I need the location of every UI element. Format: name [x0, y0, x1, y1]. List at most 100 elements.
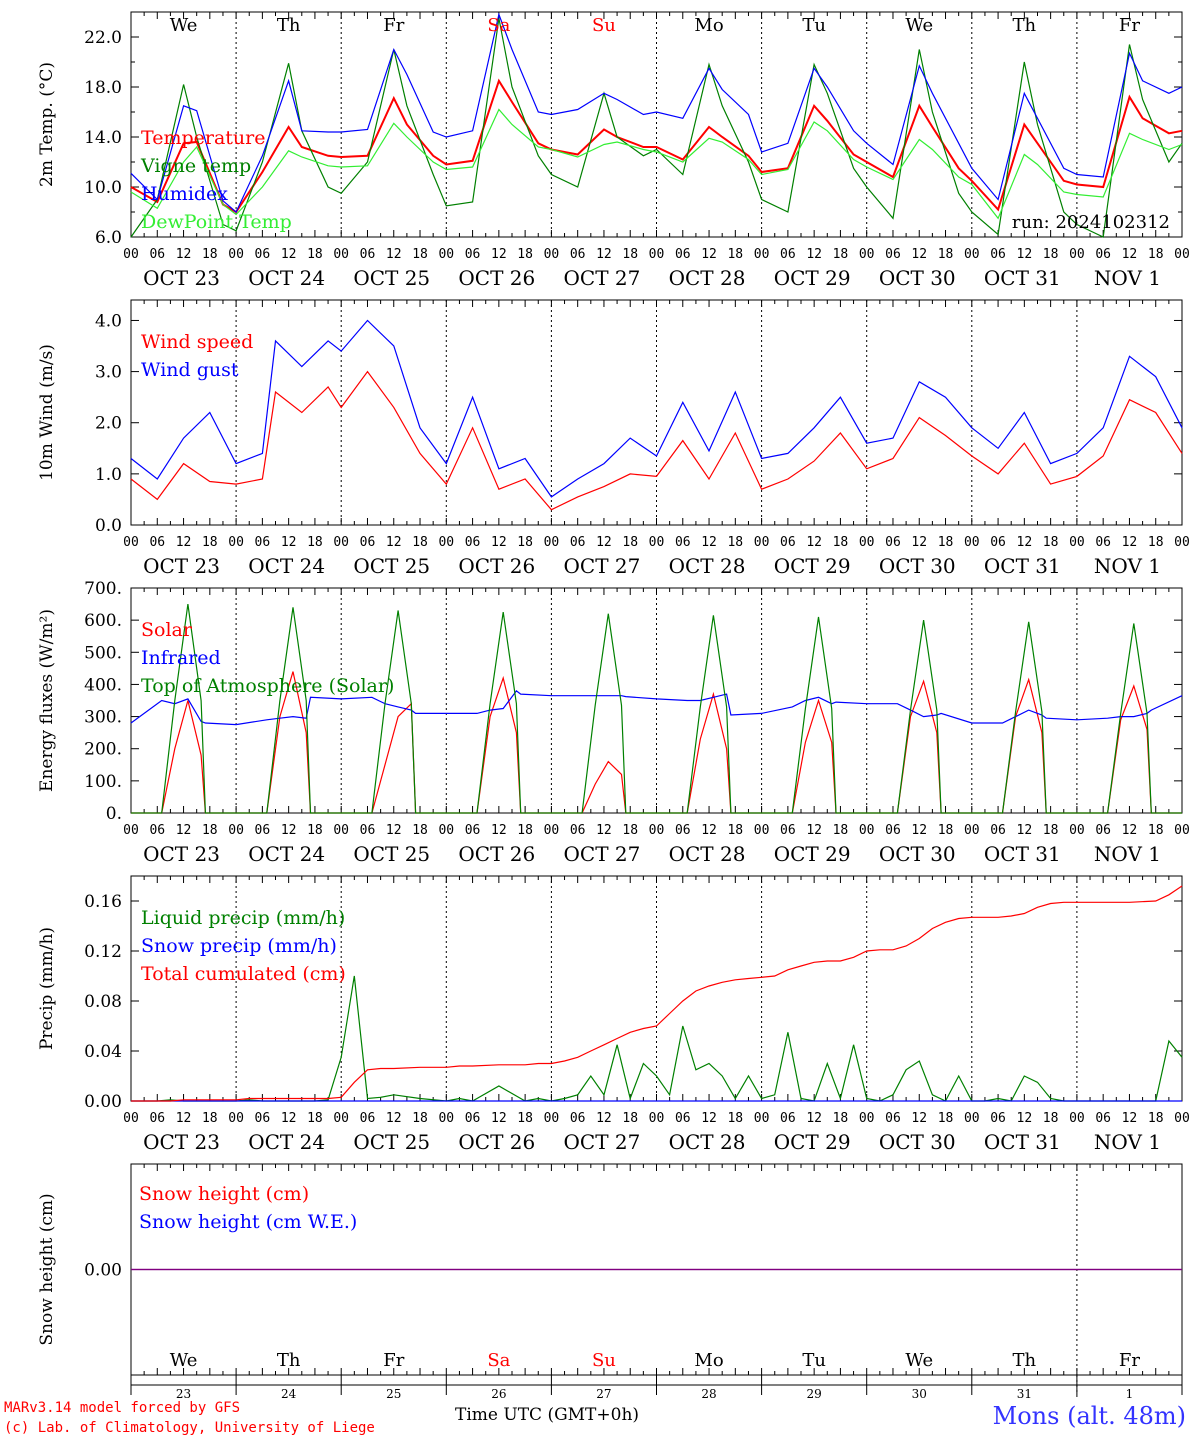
time-axis-title: Time UTC (GMT+0h) — [455, 1405, 640, 1425]
hour-tick-label: 18 — [1043, 1111, 1059, 1126]
hour-tick-label: 00 — [123, 1111, 139, 1126]
hour-tick-label: 12 — [281, 535, 297, 550]
hour-tick-label: 12 — [596, 1111, 612, 1126]
lab-credit-line: (c) Lab. of Climatology, University of L… — [4, 1420, 375, 1436]
hour-tick-label: 00 — [754, 247, 770, 262]
hour-tick-label: 06 — [465, 1111, 481, 1126]
y-tick-label: 200. — [84, 740, 122, 760]
hour-tick-label: 06 — [255, 823, 271, 838]
hour-tick-label: 06 — [990, 1111, 1006, 1126]
hour-tick-label: 18 — [938, 1111, 954, 1126]
y-tick-label: 0.12 — [84, 942, 122, 962]
date-label: OCT 26 — [458, 1130, 535, 1154]
y-axis-label: Precip (mm/h) — [37, 927, 57, 1050]
legend-entry: DewPoint Temp — [141, 211, 292, 233]
hour-tick-label: 06 — [360, 535, 376, 550]
hour-tick-label: 12 — [1017, 1111, 1033, 1126]
hour-tick-label: 12 — [1122, 1111, 1138, 1126]
date-label: OCT 30 — [879, 266, 956, 290]
series-line-3 — [130, 108, 1183, 220]
day-name-label: Tu — [802, 1350, 826, 1371]
hour-tick-label: 06 — [885, 535, 901, 550]
hour-tick-label: 00 — [123, 247, 139, 262]
hour-tick-label: 18 — [938, 247, 954, 262]
hour-tick-label: 00 — [754, 823, 770, 838]
day-name-label: We — [905, 1350, 933, 1371]
hour-tick-label: 00 — [438, 823, 454, 838]
legend-entry: Vigne temp — [140, 155, 251, 177]
hour-tick-label: 18 — [833, 247, 849, 262]
hour-tick-label: 00 — [123, 535, 139, 550]
hour-tick-label: 18 — [307, 1111, 323, 1126]
hour-tick-label: 00 — [1069, 823, 1085, 838]
series-line-1 — [130, 319, 1183, 498]
legend-entry: Wind gust — [141, 359, 239, 381]
y-tick-label: 2.0 — [95, 414, 122, 434]
hour-tick-label: 06 — [1095, 247, 1111, 262]
hour-tick-label: 00 — [228, 823, 244, 838]
day-number-label: 1 — [1126, 1387, 1134, 1401]
legend-entry: Wind speed — [141, 331, 253, 353]
panel-energy: 0. 100. 200. 300. 400. 500. 600. 700. Energy flu… — [37, 579, 1190, 866]
hour-tick-label: 12 — [386, 247, 402, 262]
y-tick-label: 14.0 — [84, 128, 122, 148]
day-name-label: Fr — [383, 1350, 404, 1371]
series-line-0 — [130, 370, 1183, 511]
hour-tick-label: 12 — [806, 823, 822, 838]
hour-tick-label: 06 — [885, 247, 901, 262]
y-tick-label: 18.0 — [84, 78, 122, 98]
hour-tick-label: 18 — [938, 535, 954, 550]
day-name-label: Su — [592, 15, 616, 36]
hour-tick-label: 18 — [412, 247, 428, 262]
hour-tick-label: 12 — [491, 1111, 507, 1126]
legend-entry: Humidex — [141, 183, 228, 205]
hour-tick-label: 06 — [570, 247, 586, 262]
day-name-label: We — [170, 1350, 198, 1371]
day-number-label: 30 — [912, 1387, 927, 1401]
hour-tick-label: 18 — [727, 247, 743, 262]
hour-tick-label: 06 — [255, 535, 271, 550]
date-label: OCT 25 — [353, 842, 430, 866]
hour-tick-label: 18 — [727, 535, 743, 550]
y-axis-label: Snow height (cm) — [37, 1193, 57, 1345]
date-label: OCT 24 — [248, 1130, 325, 1154]
hour-tick-label: 18 — [727, 1111, 743, 1126]
hour-tick-label: 12 — [911, 535, 927, 550]
hour-tick-label: 00 — [228, 1111, 244, 1126]
y-tick-label: 4.0 — [95, 311, 122, 331]
run-annotation: run: 2024102312 — [1012, 212, 1170, 233]
date-label: OCT 25 — [353, 1130, 430, 1154]
hour-tick-label: 12 — [701, 247, 717, 262]
hour-tick-label: 06 — [570, 1111, 586, 1126]
hour-tick-label: 00 — [228, 247, 244, 262]
location-label: Mons (alt. 48m) — [992, 1402, 1186, 1430]
hour-tick-label: 06 — [255, 247, 271, 262]
hour-tick-label: 12 — [491, 823, 507, 838]
legend-entry: Total cumulated (cm) — [141, 963, 346, 985]
hour-tick-label: 00 — [1174, 247, 1190, 262]
hour-tick-label: 06 — [675, 823, 691, 838]
hour-tick-label: 06 — [1095, 823, 1111, 838]
hour-tick-label: 06 — [1095, 1111, 1111, 1126]
hour-tick-label: 18 — [1148, 535, 1164, 550]
day-number-label: 31 — [1017, 1387, 1032, 1401]
date-label: OCT 27 — [564, 554, 641, 578]
y-tick-label: 0.00 — [84, 1092, 122, 1112]
day-name-label: We — [905, 15, 933, 36]
hour-tick-label: 06 — [360, 823, 376, 838]
y-tick-label: 300. — [84, 708, 122, 728]
hour-tick-label: 12 — [806, 535, 822, 550]
date-label: OCT 28 — [669, 554, 746, 578]
hour-tick-label: 00 — [1069, 247, 1085, 262]
y-tick-label: 10.0 — [84, 178, 122, 198]
hour-tick-label: 12 — [1017, 247, 1033, 262]
hour-tick-label: 12 — [596, 823, 612, 838]
y-tick-label: 0.08 — [84, 992, 122, 1012]
hour-tick-label: 12 — [911, 823, 927, 838]
date-label: OCT 29 — [774, 1130, 851, 1154]
hour-tick-label: 18 — [622, 247, 638, 262]
hour-tick-label: 18 — [517, 535, 533, 550]
panel-temp: 6.0 10.0 14.0 18.0 22.0 2m Temp. (°C) Temperat… — [37, 11, 1190, 290]
hour-tick-label: 00 — [438, 535, 454, 550]
date-label: OCT 26 — [458, 554, 535, 578]
